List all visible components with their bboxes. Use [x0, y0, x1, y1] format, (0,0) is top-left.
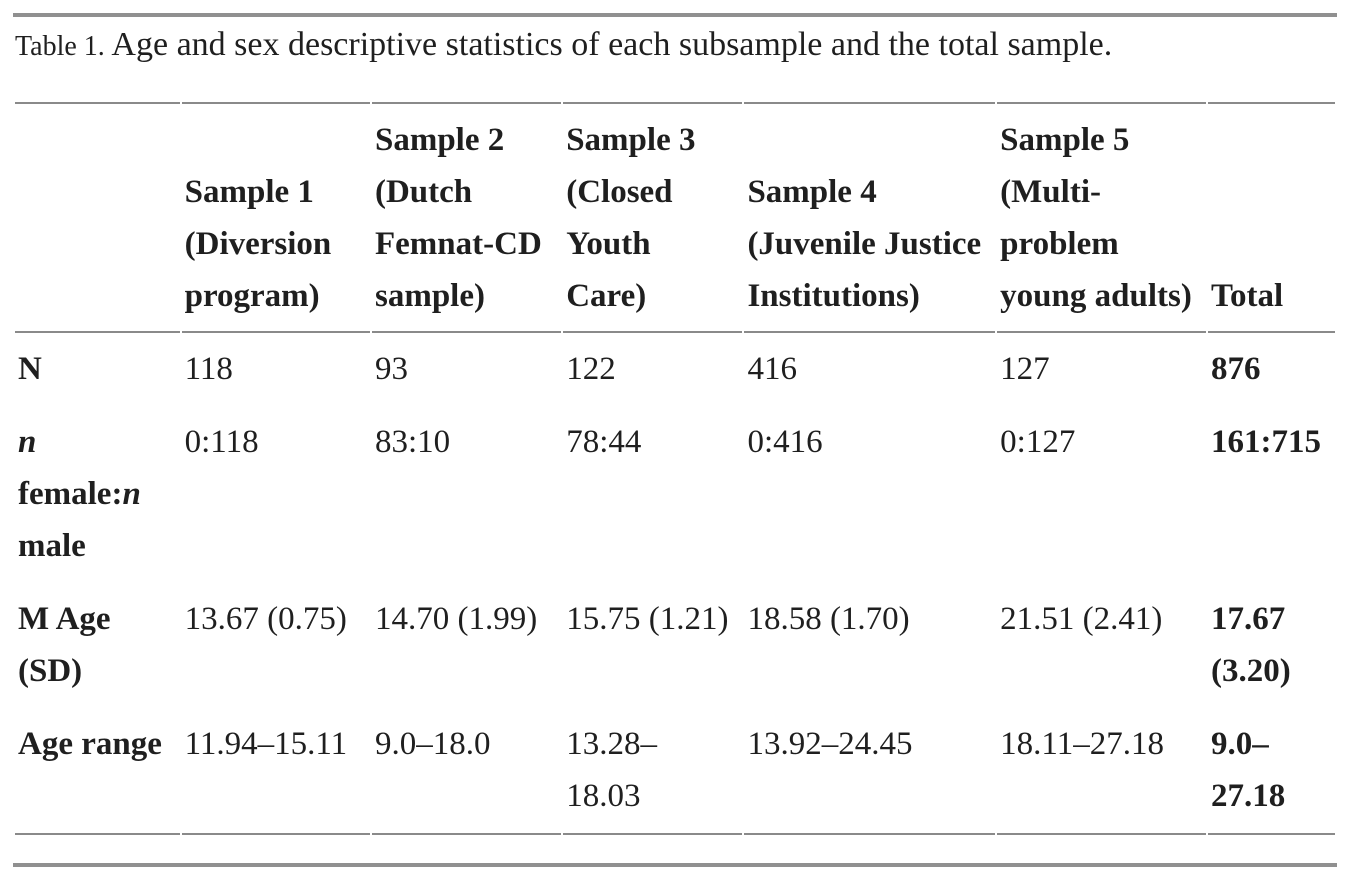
cell-sex-total: 161:715	[1210, 424, 1321, 460]
cell-range-total: 9.0– 27.18	[1207, 708, 1335, 835]
cell-N-sample-1: 118	[184, 351, 233, 387]
header-cell-sample-5: Sample 5 (Multi- problem young adults)	[997, 102, 1206, 333]
cell-sex-sample-5: 0:127	[1000, 424, 1076, 460]
cell-range-sample-2: 9.0–18.0	[371, 708, 562, 835]
cell-age-sample-1: 13.67 (0.75)	[184, 601, 347, 637]
cell-age-sample-2: 14.70 (1.99)	[374, 601, 538, 637]
cell-N-sample-2: 93	[374, 351, 408, 387]
cell-range-sample-3: 13.28– 18.03	[563, 708, 743, 835]
row-label-age-range: Age range	[15, 708, 180, 835]
table-row-sex-ratio: n female:n male 0:118 83:10 78:44 0:416 …	[15, 406, 1335, 583]
table-row-n-total: N 118 93 122 416 127 876	[15, 333, 1335, 406]
cell-range-sample-1: 11.94–15.11	[181, 708, 370, 835]
table-caption: Table 1. Age and sex descriptive statist…	[15, 25, 1337, 67]
table-caption-text: Age and sex descriptive statistics of ea…	[111, 26, 1113, 63]
table-row-age-range: Age range 11.94–15.11 9.0–18.0 13.28– 18…	[15, 708, 1335, 835]
row-label-female-male: n female:n male	[18, 424, 141, 564]
cell-sex-sample-4: 0:416	[747, 424, 823, 460]
header-cell-sample-1: Sample 1 (Diversion program)	[181, 102, 370, 333]
cell-sex-sample-2: 83:10	[374, 424, 451, 460]
cell-age-sample-3: 15.75 (1.21)	[566, 601, 729, 637]
cell-N-sample-5: 127	[1000, 351, 1050, 387]
header-cell-sample-3: Sample 3 (Closed Youth Care)	[563, 102, 743, 333]
cell-sex-sample-1: 0:118	[184, 424, 259, 460]
header-cell-sample-2: Sample 2 (Dutch Femnat-CD sample)	[371, 102, 562, 333]
cell-N-sample-4: 416	[747, 351, 797, 387]
table-1-container: Table 1. Age and sex descriptive statist…	[13, 13, 1337, 867]
row-label-mean-age-sd: M Age (SD)	[18, 601, 111, 689]
cell-sex-sample-3: 78:44	[566, 424, 642, 460]
header-cell-total: Total	[1207, 102, 1335, 333]
table-caption-label: Table 1.	[15, 31, 105, 62]
table-row-mean-age: M Age (SD) 13.67 (0.75) 14.70 (1.99) 15.…	[15, 583, 1335, 708]
header-cell-sample-4: Sample 4 (Juvenile Justice Institutions)	[744, 102, 996, 333]
cell-range-sample-5: 18.11–27.18	[997, 708, 1206, 835]
cell-range-sample-4: 13.92–24.45	[744, 708, 996, 835]
descriptive-statistics-table: Sample 1 (Diversion program) Sample 2 (D…	[13, 102, 1337, 835]
cell-N-sample-3: 122	[566, 351, 616, 387]
cell-age-total: 17.67 (3.20)	[1210, 601, 1291, 689]
cell-age-sample-5: 21.51 (2.41)	[1000, 601, 1163, 637]
cell-N-total: 876	[1210, 351, 1261, 387]
cell-age-sample-4: 18.58 (1.70)	[747, 601, 910, 637]
header-cell-blank	[15, 102, 180, 333]
row-label-N: N	[18, 351, 42, 387]
header-row: Sample 1 (Diversion program) Sample 2 (D…	[15, 102, 1335, 333]
